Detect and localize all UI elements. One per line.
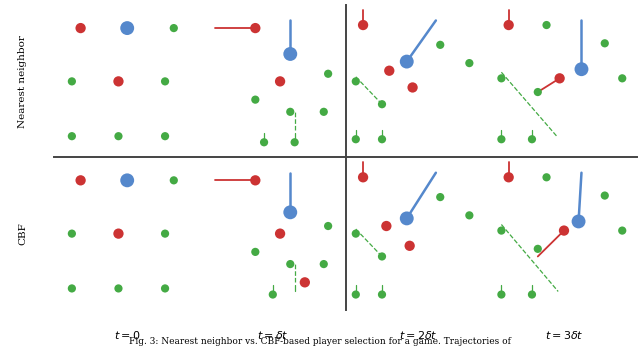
Point xyxy=(113,286,124,291)
Point xyxy=(169,177,179,183)
Point xyxy=(122,177,132,183)
Point xyxy=(351,136,361,142)
Point xyxy=(377,292,387,298)
Point xyxy=(113,231,124,237)
Point xyxy=(496,76,506,81)
Text: Nearest neighbor: Nearest neighbor xyxy=(19,35,28,128)
Point xyxy=(402,59,412,64)
Point xyxy=(435,194,445,200)
Point xyxy=(554,76,564,81)
Point xyxy=(404,243,415,248)
Point xyxy=(122,25,132,31)
Point xyxy=(113,78,124,84)
Point xyxy=(113,133,124,139)
Point xyxy=(600,41,610,46)
Point xyxy=(160,133,170,139)
Point xyxy=(577,66,587,72)
Point xyxy=(67,231,77,237)
Point xyxy=(169,25,179,31)
Point xyxy=(250,25,260,31)
Point xyxy=(496,292,506,298)
Point xyxy=(381,223,392,229)
Point xyxy=(319,261,329,267)
Point xyxy=(464,212,474,218)
Point xyxy=(541,22,552,28)
Point xyxy=(285,210,296,215)
Point xyxy=(160,286,170,291)
Point xyxy=(351,78,361,84)
Point xyxy=(76,25,86,31)
Point xyxy=(323,223,333,229)
Point xyxy=(358,22,368,28)
Point xyxy=(559,228,569,233)
Point xyxy=(285,109,296,114)
Point xyxy=(289,139,300,145)
Point xyxy=(408,85,418,90)
Text: $t = \delta t$: $t = \delta t$ xyxy=(257,329,289,341)
Point xyxy=(377,254,387,259)
Text: $t = 2\delta t$: $t = 2\delta t$ xyxy=(399,329,438,341)
Text: CBF: CBF xyxy=(19,222,28,245)
Point xyxy=(377,102,387,107)
Point xyxy=(496,228,506,233)
Point xyxy=(504,175,514,180)
Text: $t = 0$: $t = 0$ xyxy=(114,329,140,341)
Point xyxy=(250,249,260,255)
Point xyxy=(384,68,394,74)
Point xyxy=(541,175,552,180)
Point xyxy=(323,71,333,77)
Point xyxy=(617,76,627,81)
Point xyxy=(67,286,77,291)
Point xyxy=(435,42,445,48)
Point xyxy=(527,292,537,298)
Point xyxy=(351,292,361,298)
Point xyxy=(275,231,285,237)
Point xyxy=(300,280,310,285)
Point xyxy=(358,175,368,180)
Point xyxy=(160,78,170,84)
Point xyxy=(532,246,543,252)
Point xyxy=(250,177,260,183)
Point xyxy=(259,139,269,145)
Point xyxy=(275,78,285,84)
Point xyxy=(504,22,514,28)
Text: Fig. 3: Nearest neighbor vs. CBF-based player selection for a game. Trajectories: Fig. 3: Nearest neighbor vs. CBF-based p… xyxy=(129,337,511,346)
Text: $t = 3\delta t$: $t = 3\delta t$ xyxy=(545,329,583,341)
Point xyxy=(160,231,170,237)
Point xyxy=(67,133,77,139)
Point xyxy=(351,231,361,237)
Point xyxy=(464,60,474,66)
Point xyxy=(285,51,296,57)
Point xyxy=(319,109,329,114)
Point xyxy=(402,216,412,221)
Point xyxy=(573,219,584,224)
Point xyxy=(67,78,77,84)
Point xyxy=(268,292,278,298)
Point xyxy=(285,261,296,267)
Point xyxy=(527,136,537,142)
Point xyxy=(496,136,506,142)
Point xyxy=(600,193,610,198)
Point xyxy=(250,97,260,103)
Point xyxy=(617,228,627,233)
Point xyxy=(532,89,543,95)
Point xyxy=(76,177,86,183)
Point xyxy=(377,136,387,142)
